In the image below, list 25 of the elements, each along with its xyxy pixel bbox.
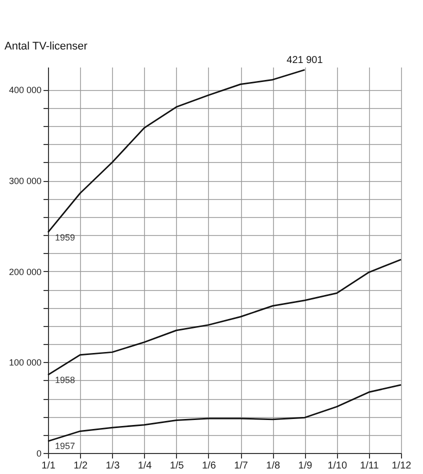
y-tick-label: 200 000 xyxy=(8,266,42,277)
x-tick-label: 1/10 xyxy=(328,460,348,472)
y-tick-label: 0 xyxy=(36,448,42,458)
y-axis-title: Antal TV-licenser xyxy=(4,40,88,52)
series-label: 1957 xyxy=(55,441,76,452)
x-tick-label: 1/6 xyxy=(202,460,216,472)
x-tick-label: 1/3 xyxy=(106,460,120,472)
x-tick-label: 1/4 xyxy=(138,460,152,472)
y-tick-label: 400 000 xyxy=(8,85,42,96)
series-label: 1958 xyxy=(55,374,76,385)
x-tick-label: 1/2 xyxy=(74,460,88,472)
x-tick-label: 1/11 xyxy=(360,460,380,472)
x-tick-label: 1/7 xyxy=(234,460,248,472)
line-series xyxy=(47,258,402,376)
x-tick-label: 1/9 xyxy=(298,460,313,472)
annotation: 421 901 xyxy=(286,54,324,66)
x-tick-label: 1/5 xyxy=(170,460,184,472)
line-series xyxy=(47,69,306,234)
x-tick-label: 1/12 xyxy=(392,460,412,472)
y-tick-label: 100 000 xyxy=(8,358,42,368)
x-tick-label: 1/8 xyxy=(266,460,281,472)
x-tick-label: 1/1 xyxy=(42,460,56,472)
line-series xyxy=(47,384,402,442)
y-tick-label: 300 000 xyxy=(8,176,42,186)
series-label: 1959 xyxy=(55,232,76,242)
